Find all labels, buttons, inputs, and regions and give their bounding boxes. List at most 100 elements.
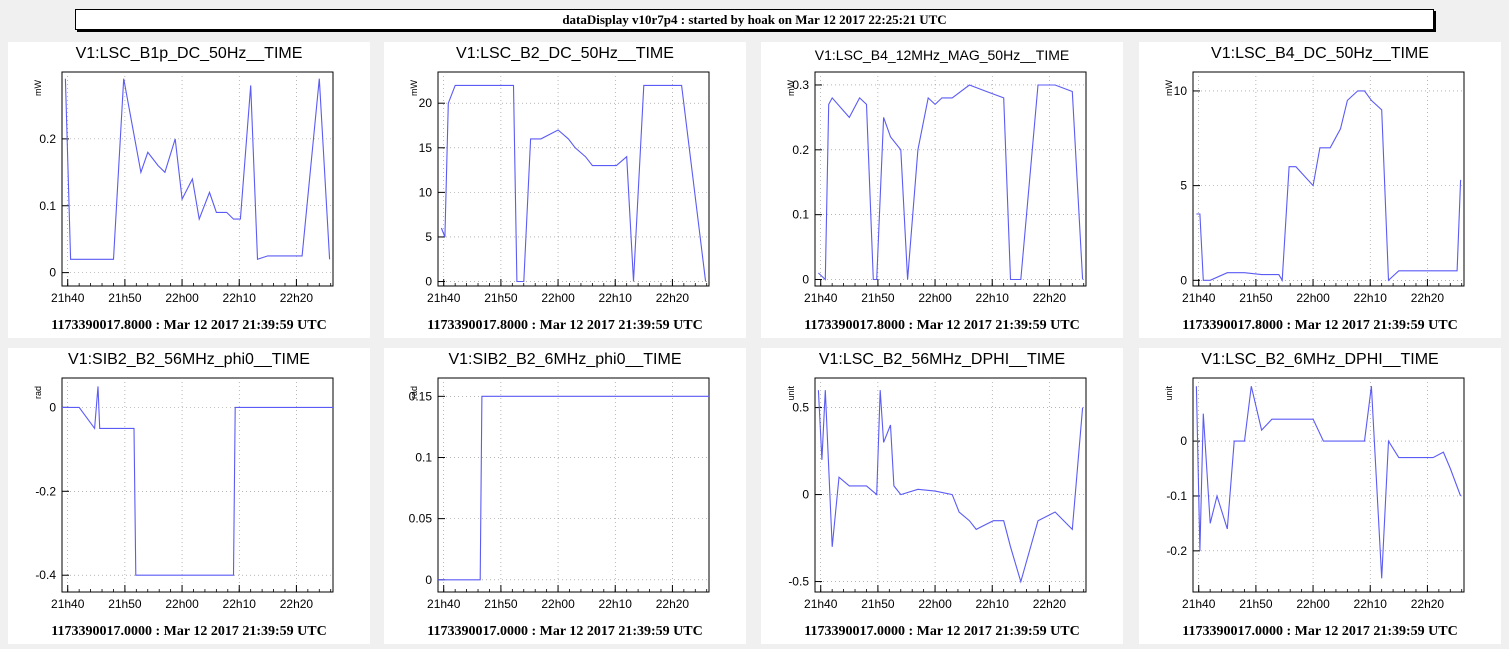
x-tick-label: 22h00 (541, 291, 575, 305)
chart-panel-4: V1:LSC_B4_DC_50Hz__TIME 21h40 21h50 22h00 2… (1139, 42, 1501, 338)
chart-panel-6: V1:SIB2_B2_6MHz_phi0__TIME 21h40 21h50 22h… (384, 348, 746, 644)
x-tick-label: 21h40 (427, 597, 461, 611)
plot-frame (1192, 377, 1465, 593)
plot-frame (61, 377, 334, 593)
series-line (1195, 386, 1462, 579)
y-tick-label: 15 (419, 141, 433, 155)
x-tick-label: 22h00 (918, 597, 952, 611)
y-tick-label: 0.15 (409, 389, 433, 403)
y-tick-label: 0 (425, 275, 432, 289)
series-line (1196, 90, 1462, 283)
x-tick-label: 22h20 (1411, 597, 1445, 611)
chart-panel-5: V1:SIB2_B2_56MHz_phi0__TIME 21h40 21h50 22… (8, 348, 370, 644)
chart-footer-timestamp: 1173390017.0000 : Mar 12 2017 21:39:59 U… (51, 624, 327, 639)
x-tick-label: 22h10 (976, 291, 1010, 305)
chart-footer-timestamp: 1173390017.8000 : Mar 12 2017 21:39:59 U… (51, 318, 327, 333)
x-tick-label: 22h20 (280, 291, 314, 305)
y-axis-label: mW (1164, 80, 1174, 96)
x-tick-label: 22h10 (599, 291, 633, 305)
y-tick-label: -0.5 (788, 575, 809, 589)
y-tick-label: -0.2 (1166, 544, 1187, 558)
y-tick-label: 10 (419, 185, 433, 199)
y-tick-label: -0.2 (35, 484, 56, 498)
x-tick-label: 22h00 (918, 291, 952, 305)
series-line (818, 84, 1084, 281)
y-tick-label: 5 (425, 230, 432, 244)
x-tick-label: 22h00 (1296, 597, 1330, 611)
x-tick-label: 22h20 (1033, 597, 1067, 611)
y-tick-label: 0.1 (415, 450, 432, 464)
chart-footer-timestamp: 1173390017.0000 : Mar 12 2017 21:39:59 U… (1182, 624, 1458, 639)
y-axis-label: rad (409, 386, 419, 399)
x-tick-label: 22h20 (1411, 291, 1445, 305)
chart-plot: 21h40 21h50 22h00 22h10 22h20 0 0.1 0.2 0.3mW (786, 71, 1087, 305)
chart-plot: 21h40 21h50 22h00 22h10 22h20 -0.4 -0.2 0 rad (33, 377, 334, 611)
chart-title: V1:SIB2_B2_56MHz_phi0__TIME (68, 351, 310, 368)
x-tick-label: 22h10 (1354, 597, 1388, 611)
x-tick-label: 21h50 (108, 597, 142, 611)
y-tick-label: -0.1 (1166, 489, 1187, 503)
plot-frame (814, 377, 1087, 593)
y-tick-label: 20 (419, 96, 433, 110)
y-axis-label: mW (409, 80, 419, 96)
plot-frame (1192, 71, 1465, 287)
y-axis-label: mW (786, 80, 796, 96)
chart-title: V1:LSC_B4_12MHz_MAG_50Hz__TIME (814, 47, 1070, 63)
series-line (440, 84, 707, 283)
chart-title: V1:SIB2_B2_6MHz_phi0__TIME (448, 351, 682, 368)
x-tick-label: 21h40 (1182, 291, 1216, 305)
chart-footer-timestamp: 1173390017.8000 : Mar 12 2017 21:39:59 U… (1182, 318, 1458, 333)
chart-title: V1:LSC_B1p_DC_50Hz__TIME (75, 45, 303, 62)
x-tick-label: 21h50 (861, 291, 895, 305)
chart-footer-timestamp: 1173390017.0000 : Mar 12 2017 21:39:59 U… (427, 624, 703, 639)
chart-panel-7: V1:LSC_B2_56MHz_DPHI__TIME 21h40 21h50 22h… (761, 348, 1123, 644)
x-tick-label: 21h50 (1239, 597, 1273, 611)
y-tick-label: 0 (425, 573, 432, 587)
y-tick-label: 0 (49, 400, 56, 414)
y-tick-label: 0 (49, 266, 56, 280)
x-tick-label: 21h40 (51, 597, 85, 611)
y-tick-label: 0.5 (792, 401, 809, 415)
chart-title: V1:LSC_B2_DC_50Hz__TIME (456, 45, 674, 62)
plot-frame (437, 377, 710, 593)
y-axis-label: mW (33, 80, 43, 96)
x-tick-label: 22h10 (1354, 291, 1388, 305)
chart-footer-timestamp: 1173390017.8000 : Mar 12 2017 21:39:59 U… (427, 318, 703, 333)
x-tick-label: 21h50 (861, 597, 895, 611)
x-tick-label: 22h00 (541, 597, 575, 611)
chart-title: V1:LSC_B2_56MHz_DPHI__TIME (818, 351, 1066, 368)
y-tick-label: 0 (802, 273, 809, 287)
x-tick-label: 22h00 (165, 291, 199, 305)
y-tick-label: 0.2 (792, 143, 809, 157)
x-tick-label: 22h10 (976, 597, 1010, 611)
x-tick-label: 21h40 (427, 291, 461, 305)
x-tick-label: 21h50 (108, 291, 142, 305)
x-tick-label: 21h50 (1239, 291, 1273, 305)
series-line (62, 386, 333, 576)
chart-panel-1: V1:LSC_B1p_DC_50Hz__TIME 21h40 21h50 22h00… (8, 42, 370, 338)
y-tick-label: 0.1 (792, 208, 809, 222)
chart-footer-timestamp: 1173390017.8000 : Mar 12 2017 21:39:59 U… (804, 318, 1080, 333)
chart-plot: 21h40 21h50 22h00 22h10 22h20 -0.2 -0.1 0 unit (1164, 377, 1465, 611)
chart-title: V1:LSC_B4_DC_50Hz__TIME (1211, 45, 1429, 62)
x-tick-label: 21h40 (51, 291, 85, 305)
x-tick-label: 21h40 (804, 291, 838, 305)
x-tick-label: 22h20 (656, 291, 690, 305)
app-title-banner: dataDisplay v10r7p4 : started by hoak on… (75, 9, 1434, 30)
series-line (64, 78, 331, 261)
x-tick-label: 22h10 (223, 597, 257, 611)
series-line (817, 390, 1084, 584)
x-tick-label: 21h40 (1182, 597, 1216, 611)
y-tick-label: 0 (1180, 434, 1187, 448)
x-tick-label: 22h00 (1296, 291, 1330, 305)
y-axis-label: unit (786, 386, 796, 401)
plot-frame (437, 71, 710, 287)
series-line (438, 395, 709, 581)
y-tick-label: 0.3 (792, 78, 809, 92)
x-tick-label: 22h10 (223, 291, 257, 305)
plot-frame (814, 71, 1087, 287)
chart-title: V1:LSC_B2_6MHz_DPHI__TIME (1201, 351, 1439, 368)
